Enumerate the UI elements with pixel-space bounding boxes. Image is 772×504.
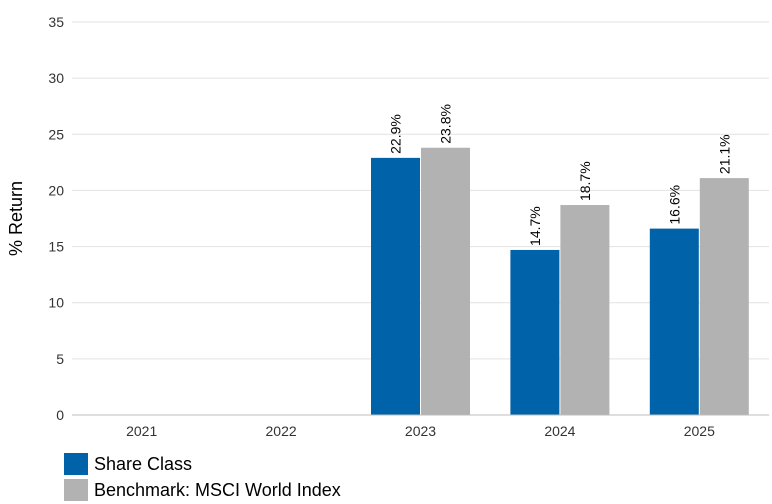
data-label: 21.1% (716, 134, 732, 174)
x-tick-label: 2021 (126, 423, 157, 439)
legend-swatch-share-class (64, 453, 88, 475)
bar (560, 205, 610, 415)
legend: Share Class Benchmark: MSCI World Index (64, 452, 341, 504)
y-tick-label: 30 (48, 70, 64, 86)
x-tick-label: 2023 (405, 423, 436, 439)
legend-swatch-benchmark (64, 479, 88, 501)
legend-label-share-class: Share Class (94, 453, 193, 474)
data-label: 18.7% (577, 161, 593, 201)
data-label: 22.9% (388, 114, 404, 154)
legend-item-share-class: Share Class (64, 452, 341, 476)
y-tick-label: 35 (48, 14, 64, 30)
x-tick-label: 2022 (266, 423, 297, 439)
data-label: 23.8% (438, 104, 454, 144)
bar (510, 249, 560, 415)
y-tick-label: 5 (56, 351, 64, 367)
grid-lines (72, 21, 769, 360)
data-labels: 22.9% 14.7% 16.6% 23.8% 18.7% 21.1% (388, 104, 733, 246)
bar (421, 147, 470, 415)
bars (371, 147, 749, 415)
y-tick-label: 20 (48, 182, 64, 198)
bar (371, 157, 420, 415)
x-axis-ticks: 2021 2022 2023 2024 2025 (126, 423, 715, 439)
y-tick-label: 25 (48, 126, 64, 142)
y-axis-label: % Return (6, 181, 26, 256)
data-label: 16.6% (666, 185, 682, 225)
data-label: 14.7% (527, 206, 543, 246)
bar (699, 178, 749, 415)
x-tick-label: 2025 (684, 423, 715, 439)
bar (649, 228, 699, 415)
x-tick-label: 2024 (544, 423, 575, 439)
y-tick-label: 0 (56, 407, 64, 423)
legend-label-benchmark: Benchmark: MSCI World Index (94, 479, 341, 500)
y-axis-ticks: 0 5 10 15 20 25 30 35 (48, 14, 64, 423)
y-tick-label: 10 (48, 295, 64, 311)
legend-item-benchmark: Benchmark: MSCI World Index (64, 478, 341, 502)
y-tick-label: 15 (48, 239, 64, 255)
